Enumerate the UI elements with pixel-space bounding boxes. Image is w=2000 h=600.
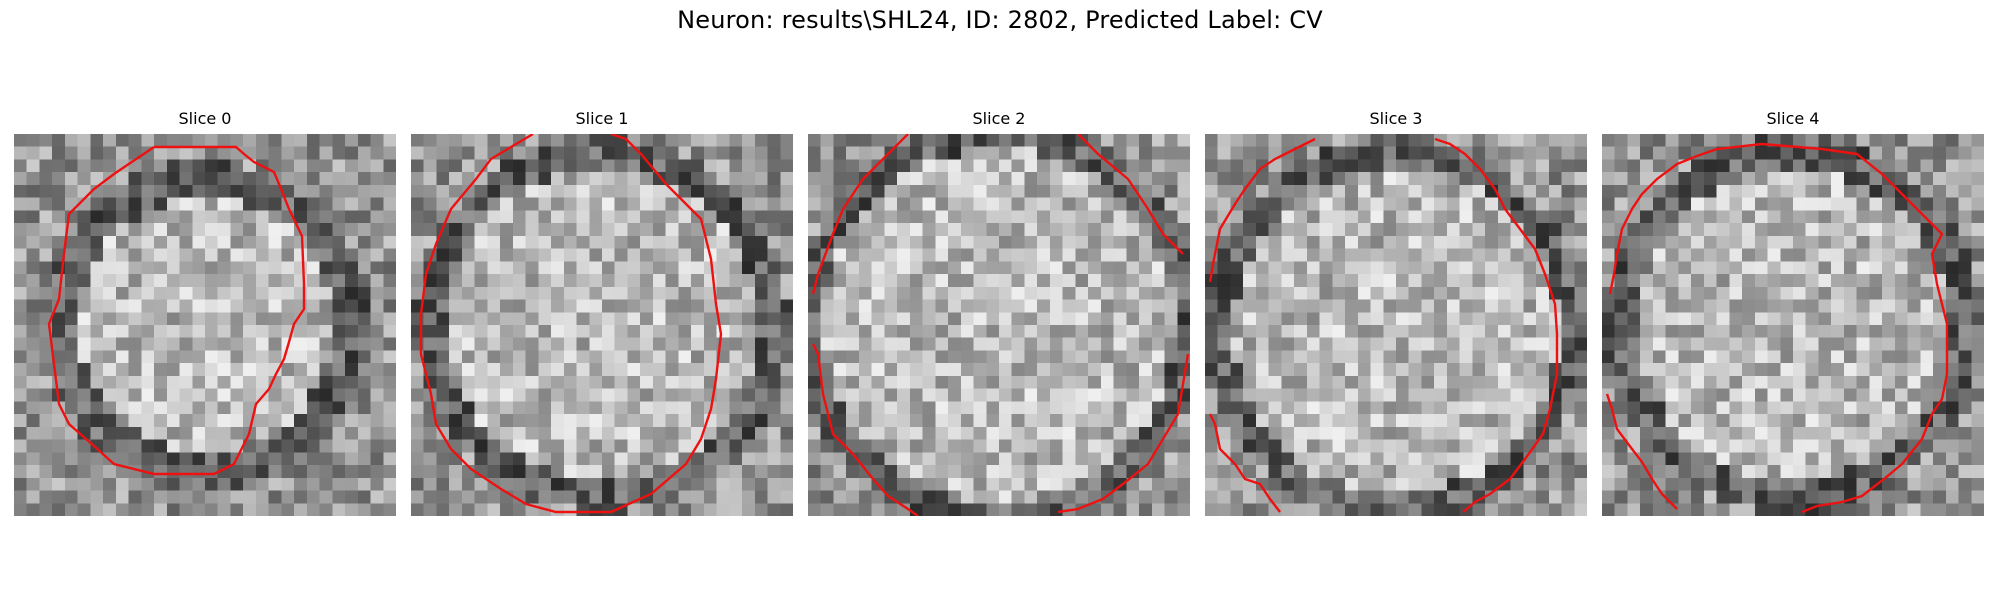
slice-panel-3	[1205, 134, 1587, 516]
contour-line-bottom-left	[811, 343, 919, 516]
contour-line	[1608, 142, 1949, 514]
contour-line-top-left	[811, 134, 909, 295]
contour-line-bottom-right	[1057, 353, 1190, 514]
contour-line-bottom-left	[1208, 413, 1281, 513]
slice-panel-4	[1602, 134, 1984, 516]
contour-line-top-right	[1077, 134, 1184, 255]
slice-panel-1	[411, 134, 793, 516]
slice-title-1: Slice 1	[575, 109, 629, 128]
slice-title-0: Slice 0	[178, 109, 232, 128]
slice-title-4: Slice 4	[1766, 109, 1820, 128]
slice-contour-1	[419, 134, 723, 514]
contour-line-top-left	[1208, 137, 1316, 283]
slice-image-1	[411, 134, 793, 516]
slice-panel-2	[808, 134, 1190, 516]
slice-contour-3	[1208, 137, 1559, 513]
contour-line	[419, 134, 723, 514]
contour-line-bottom-left	[1605, 393, 1678, 510]
slice-image-4	[1602, 134, 1984, 516]
slice-contour-2	[811, 134, 1190, 516]
contour-line-right	[1434, 137, 1559, 513]
slice-title-3: Slice 3	[1369, 109, 1423, 128]
slice-panel-0	[14, 134, 396, 516]
slice-image-2	[808, 134, 1190, 516]
slice-contour-0	[47, 145, 306, 476]
slice-title-2: Slice 2	[972, 109, 1026, 128]
contour-line	[47, 145, 306, 476]
slice-image-0	[14, 134, 396, 516]
slice-image-3	[1205, 134, 1587, 516]
slice-contour-4	[1605, 142, 1949, 514]
figure-title: Neuron: results\SHL24, ID: 2802, Predict…	[677, 6, 1323, 34]
